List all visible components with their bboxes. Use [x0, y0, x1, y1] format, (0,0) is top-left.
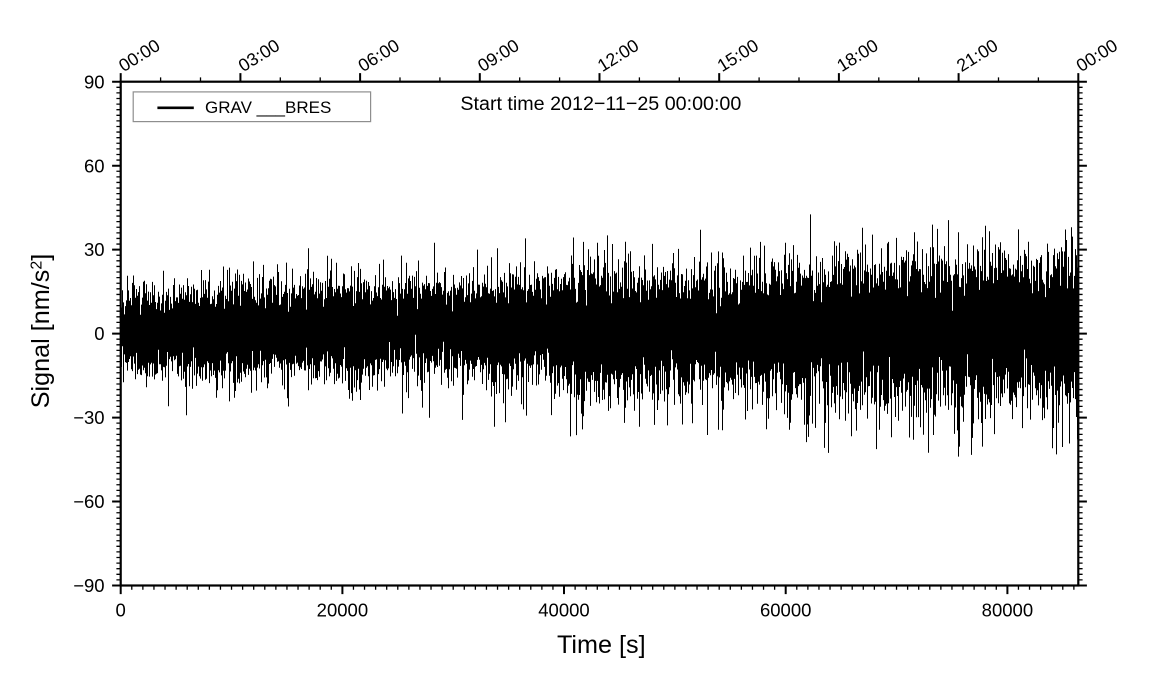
svg-text:0: 0 [94, 323, 104, 344]
svg-text:90: 90 [84, 71, 105, 92]
svg-text:0: 0 [116, 600, 126, 621]
svg-text:−90: −90 [73, 575, 104, 596]
svg-text:80000: 80000 [982, 600, 1033, 621]
svg-text:30: 30 [84, 239, 105, 260]
svg-text:−60: −60 [73, 491, 104, 512]
svg-text:Time [s]: Time [s] [557, 631, 646, 659]
svg-text:−30: −30 [73, 407, 104, 428]
svg-text:40000: 40000 [538, 600, 589, 621]
svg-text:60000: 60000 [760, 600, 811, 621]
svg-text:GRAV ___BRES: GRAV ___BRES [205, 98, 331, 117]
svg-text:Signal [nm/s2]: Signal [nm/s2] [27, 254, 55, 409]
svg-text:60: 60 [84, 155, 105, 176]
svg-text:Start time 2012−11−25 00:00:00: Start time 2012−11−25 00:00:00 [460, 93, 741, 115]
svg-text:20000: 20000 [317, 600, 368, 621]
